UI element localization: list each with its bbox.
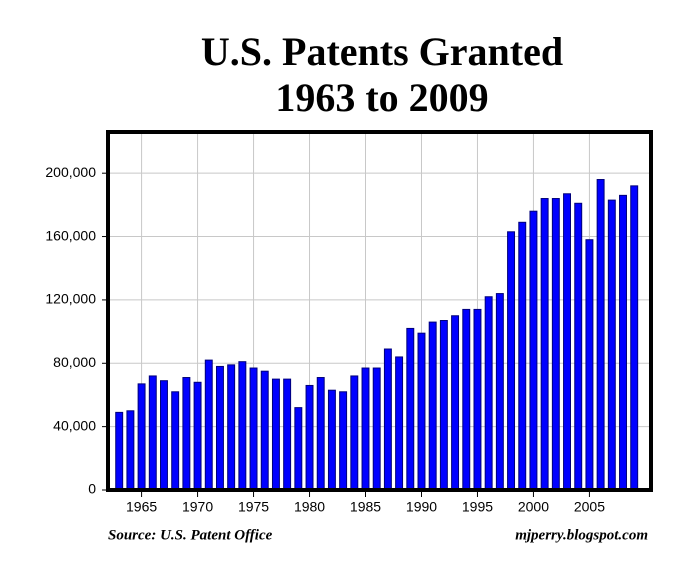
chart-title: 1963 to 2009 xyxy=(275,75,488,120)
bar xyxy=(205,360,212,490)
bar xyxy=(541,199,548,490)
bar xyxy=(631,186,638,490)
bar xyxy=(463,309,470,490)
bar xyxy=(239,362,246,490)
bar xyxy=(138,384,145,490)
bar xyxy=(306,385,313,490)
bar xyxy=(396,357,403,490)
x-tick-label: 1975 xyxy=(238,499,269,515)
bar xyxy=(440,321,447,490)
bar xyxy=(149,376,156,490)
x-tick-label: 1990 xyxy=(406,499,437,515)
bar xyxy=(194,382,201,490)
x-tick-label: 1995 xyxy=(462,499,493,515)
bar xyxy=(564,194,571,490)
bar xyxy=(284,379,291,490)
x-tick-label: 1985 xyxy=(350,499,381,515)
x-tick-label: 1970 xyxy=(182,499,213,515)
y-tick-label: 120,000 xyxy=(45,291,96,307)
y-tick-label: 40,000 xyxy=(53,417,96,433)
bar xyxy=(261,371,268,490)
bar xyxy=(116,412,123,490)
bar xyxy=(127,411,134,490)
credit-note: mjperry.blogspot.com xyxy=(515,527,648,543)
bar xyxy=(552,199,559,490)
bar xyxy=(597,180,604,490)
bar xyxy=(418,333,425,490)
bar xyxy=(452,316,459,490)
bar xyxy=(328,390,335,490)
bar xyxy=(272,379,279,490)
bar xyxy=(295,408,302,490)
x-tick-label: 2005 xyxy=(574,499,605,515)
bar xyxy=(351,376,358,490)
x-tick-label: 2000 xyxy=(518,499,549,515)
bar xyxy=(317,378,324,490)
y-tick-label: 160,000 xyxy=(45,227,96,243)
y-tick-label: 0 xyxy=(88,481,96,497)
bar xyxy=(496,294,503,490)
bar xyxy=(362,368,369,490)
bar xyxy=(161,381,168,490)
bar xyxy=(340,392,347,490)
bar xyxy=(474,309,481,490)
bar xyxy=(620,195,627,490)
y-tick-label: 80,000 xyxy=(53,354,96,370)
bar xyxy=(485,297,492,490)
bar xyxy=(586,240,593,490)
chart-title: U.S. Patents Granted xyxy=(201,29,563,74)
bar xyxy=(250,368,257,490)
bar xyxy=(608,200,615,490)
bar xyxy=(216,366,223,490)
source-note: Source: U.S. Patent Office xyxy=(108,527,273,543)
bar xyxy=(575,203,582,490)
bar xyxy=(384,349,391,490)
bar xyxy=(183,378,190,490)
bar xyxy=(519,222,526,490)
bar xyxy=(228,365,235,490)
x-tick-label: 1980 xyxy=(294,499,325,515)
bar xyxy=(407,328,414,490)
bar xyxy=(429,322,436,490)
bar xyxy=(508,232,515,490)
bar xyxy=(373,368,380,490)
bar xyxy=(530,211,537,490)
x-tick-label: 1965 xyxy=(126,499,157,515)
y-tick-label: 200,000 xyxy=(45,164,96,180)
bar xyxy=(172,392,179,490)
